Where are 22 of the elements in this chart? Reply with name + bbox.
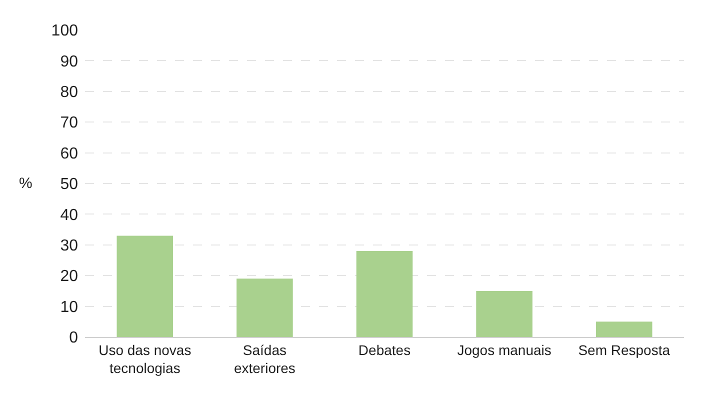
y-tick-label: 30 (60, 238, 78, 254)
y-tick-label: 10 (60, 298, 78, 316)
bar (476, 290, 532, 337)
y-tick-label: 20 (60, 268, 78, 286)
y-tick-label: 50 (60, 176, 78, 194)
x-tick-label: Sem Resposta (578, 342, 670, 358)
y-tick-label: 90 (60, 53, 78, 70)
y-tick-label: 60 (60, 145, 78, 162)
y-tick-label: 70 (60, 114, 78, 132)
bar (116, 236, 174, 337)
y-tick-label: 0 (69, 330, 78, 347)
x-tick-label: Saídas exteriores (234, 342, 296, 376)
y-tick-label: 40 (60, 206, 78, 224)
bar (356, 251, 413, 337)
bar (236, 278, 293, 337)
y-tick-label: 80 (60, 84, 78, 101)
x-tick-label: Jogos manuais (457, 342, 552, 358)
y-tick-label: 100 (51, 22, 78, 40)
x-tick-label: Debates (358, 342, 411, 358)
y-axis-title: % (19, 175, 32, 192)
bar (596, 322, 652, 337)
x-tick-label: Uso das novas tecnologias (98, 342, 192, 376)
